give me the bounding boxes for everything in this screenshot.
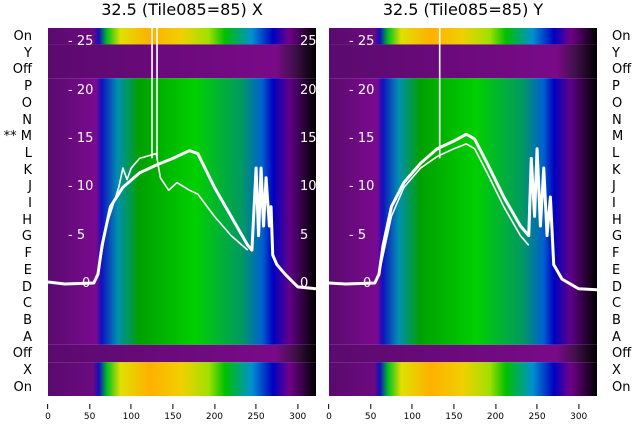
heatmap-band-core <box>48 78 316 345</box>
row-label: J <box>28 179 32 195</box>
y-tick-label: - 25 <box>349 34 375 50</box>
row-label: On <box>612 29 631 44</box>
row-label: O <box>21 95 32 111</box>
x-tick-label: 250 <box>528 404 545 422</box>
x-tick-label: 50 <box>84 404 95 422</box>
x-tick-label: 0 <box>326 404 332 422</box>
heatmap-band-on-bottom <box>329 362 597 396</box>
y-tick-label: - 20 <box>68 82 94 98</box>
y-tick-label: - 20 <box>349 82 375 98</box>
row-label: L <box>24 145 32 161</box>
row-label: Off <box>612 346 632 362</box>
row-label: D <box>612 279 623 295</box>
row-label: B <box>612 312 621 328</box>
x-tick-label: 0 <box>45 404 51 422</box>
row-label: Off <box>12 346 32 362</box>
heatmap-band-on-top <box>48 28 316 45</box>
row-label: Off <box>12 62 32 78</box>
row-label: L <box>612 145 620 161</box>
x-tick-label: 50 <box>365 404 376 422</box>
y-tick-label: 0 <box>363 275 372 291</box>
heatmap-band-off-bottom <box>329 344 597 363</box>
y-tick-label: - 10 <box>68 179 94 195</box>
heatmap-band-on-top <box>329 28 597 45</box>
x-tick-label: 100 <box>123 404 140 422</box>
y-tick-label-overlap: 20 <box>300 82 317 98</box>
y-tick-label-overlap: 15 <box>300 131 317 147</box>
heatmap-band-off-bottom <box>48 344 316 363</box>
y-tick-label: - 15 <box>68 131 94 147</box>
left-heatmap-panel <box>48 28 316 396</box>
heatmap-band-core <box>329 78 597 345</box>
trace-secondary-line <box>378 143 530 275</box>
row-label: X <box>23 363 32 378</box>
row-label: A <box>612 329 621 345</box>
row-label: H <box>22 212 32 228</box>
row-label: K <box>23 162 32 178</box>
y-tick-label-overlap: 10 <box>300 179 317 195</box>
row-label: X <box>612 363 621 378</box>
row-label: K <box>612 162 621 178</box>
row-label: B <box>23 312 32 328</box>
row-label: G <box>21 229 32 245</box>
row-label: On <box>612 379 631 395</box>
row-label: P <box>24 79 32 95</box>
x-tick-label: 250 <box>247 404 264 422</box>
row-label: Y <box>612 45 620 61</box>
heatmap-band-off-top <box>329 44 597 79</box>
y-tick-label: - 15 <box>349 131 375 147</box>
row-label: On <box>13 379 32 395</box>
row-label: M <box>612 129 624 145</box>
y-tick-label: 0 <box>82 275 91 291</box>
row-label: Y <box>24 45 32 61</box>
trace-main-line <box>329 132 597 292</box>
row-label: J <box>612 179 616 195</box>
row-label: O <box>612 95 623 111</box>
y-tick-label-overlap: 25 <box>300 34 317 50</box>
row-label: ** M <box>3 129 32 145</box>
row-label: I <box>28 196 32 211</box>
row-label: Off <box>612 62 632 78</box>
y-tick-label: - 5 <box>68 227 86 243</box>
row-label: N <box>22 112 32 128</box>
row-label: F <box>612 246 620 262</box>
left-panel-title: 32.5 (Tile085=85) X <box>101 0 263 19</box>
row-label: F <box>24 246 32 262</box>
x-tick-label: 200 <box>206 404 223 422</box>
heatmap-band-off-top <box>48 44 316 79</box>
right-panel-title: 32.5 (Tile085=85) Y <box>382 0 544 19</box>
row-label: C <box>22 296 32 312</box>
x-tick-label: 300 <box>289 404 306 422</box>
x-tick-label: 150 <box>164 404 181 422</box>
row-label: C <box>612 296 622 312</box>
row-label: E <box>612 262 621 278</box>
x-tick-label: 100 <box>404 404 421 422</box>
row-label: G <box>612 229 623 245</box>
row-label: N <box>612 112 622 128</box>
y-tick-label-overlap: 5 <box>300 227 309 243</box>
y-tick-label: - 5 <box>349 227 367 243</box>
y-tick-label: - 25 <box>68 34 94 50</box>
right-heatmap-panel <box>329 28 597 396</box>
row-label: I <box>612 196 616 211</box>
x-tick-label: 200 <box>487 404 504 422</box>
row-label: A <box>23 329 32 345</box>
row-label: On <box>13 29 32 44</box>
row-label: H <box>612 212 622 228</box>
row-label: P <box>612 79 620 95</box>
x-tick-label: 150 <box>445 404 462 422</box>
heatmap-band-on-bottom <box>48 362 316 396</box>
row-label: D <box>21 279 32 295</box>
y-tick-label-overlap: 0 <box>300 275 309 291</box>
x-tick-label: 300 <box>570 404 587 422</box>
trace-secondary-line <box>97 152 249 275</box>
y-tick-label: - 10 <box>349 179 375 195</box>
row-label: E <box>23 262 32 278</box>
